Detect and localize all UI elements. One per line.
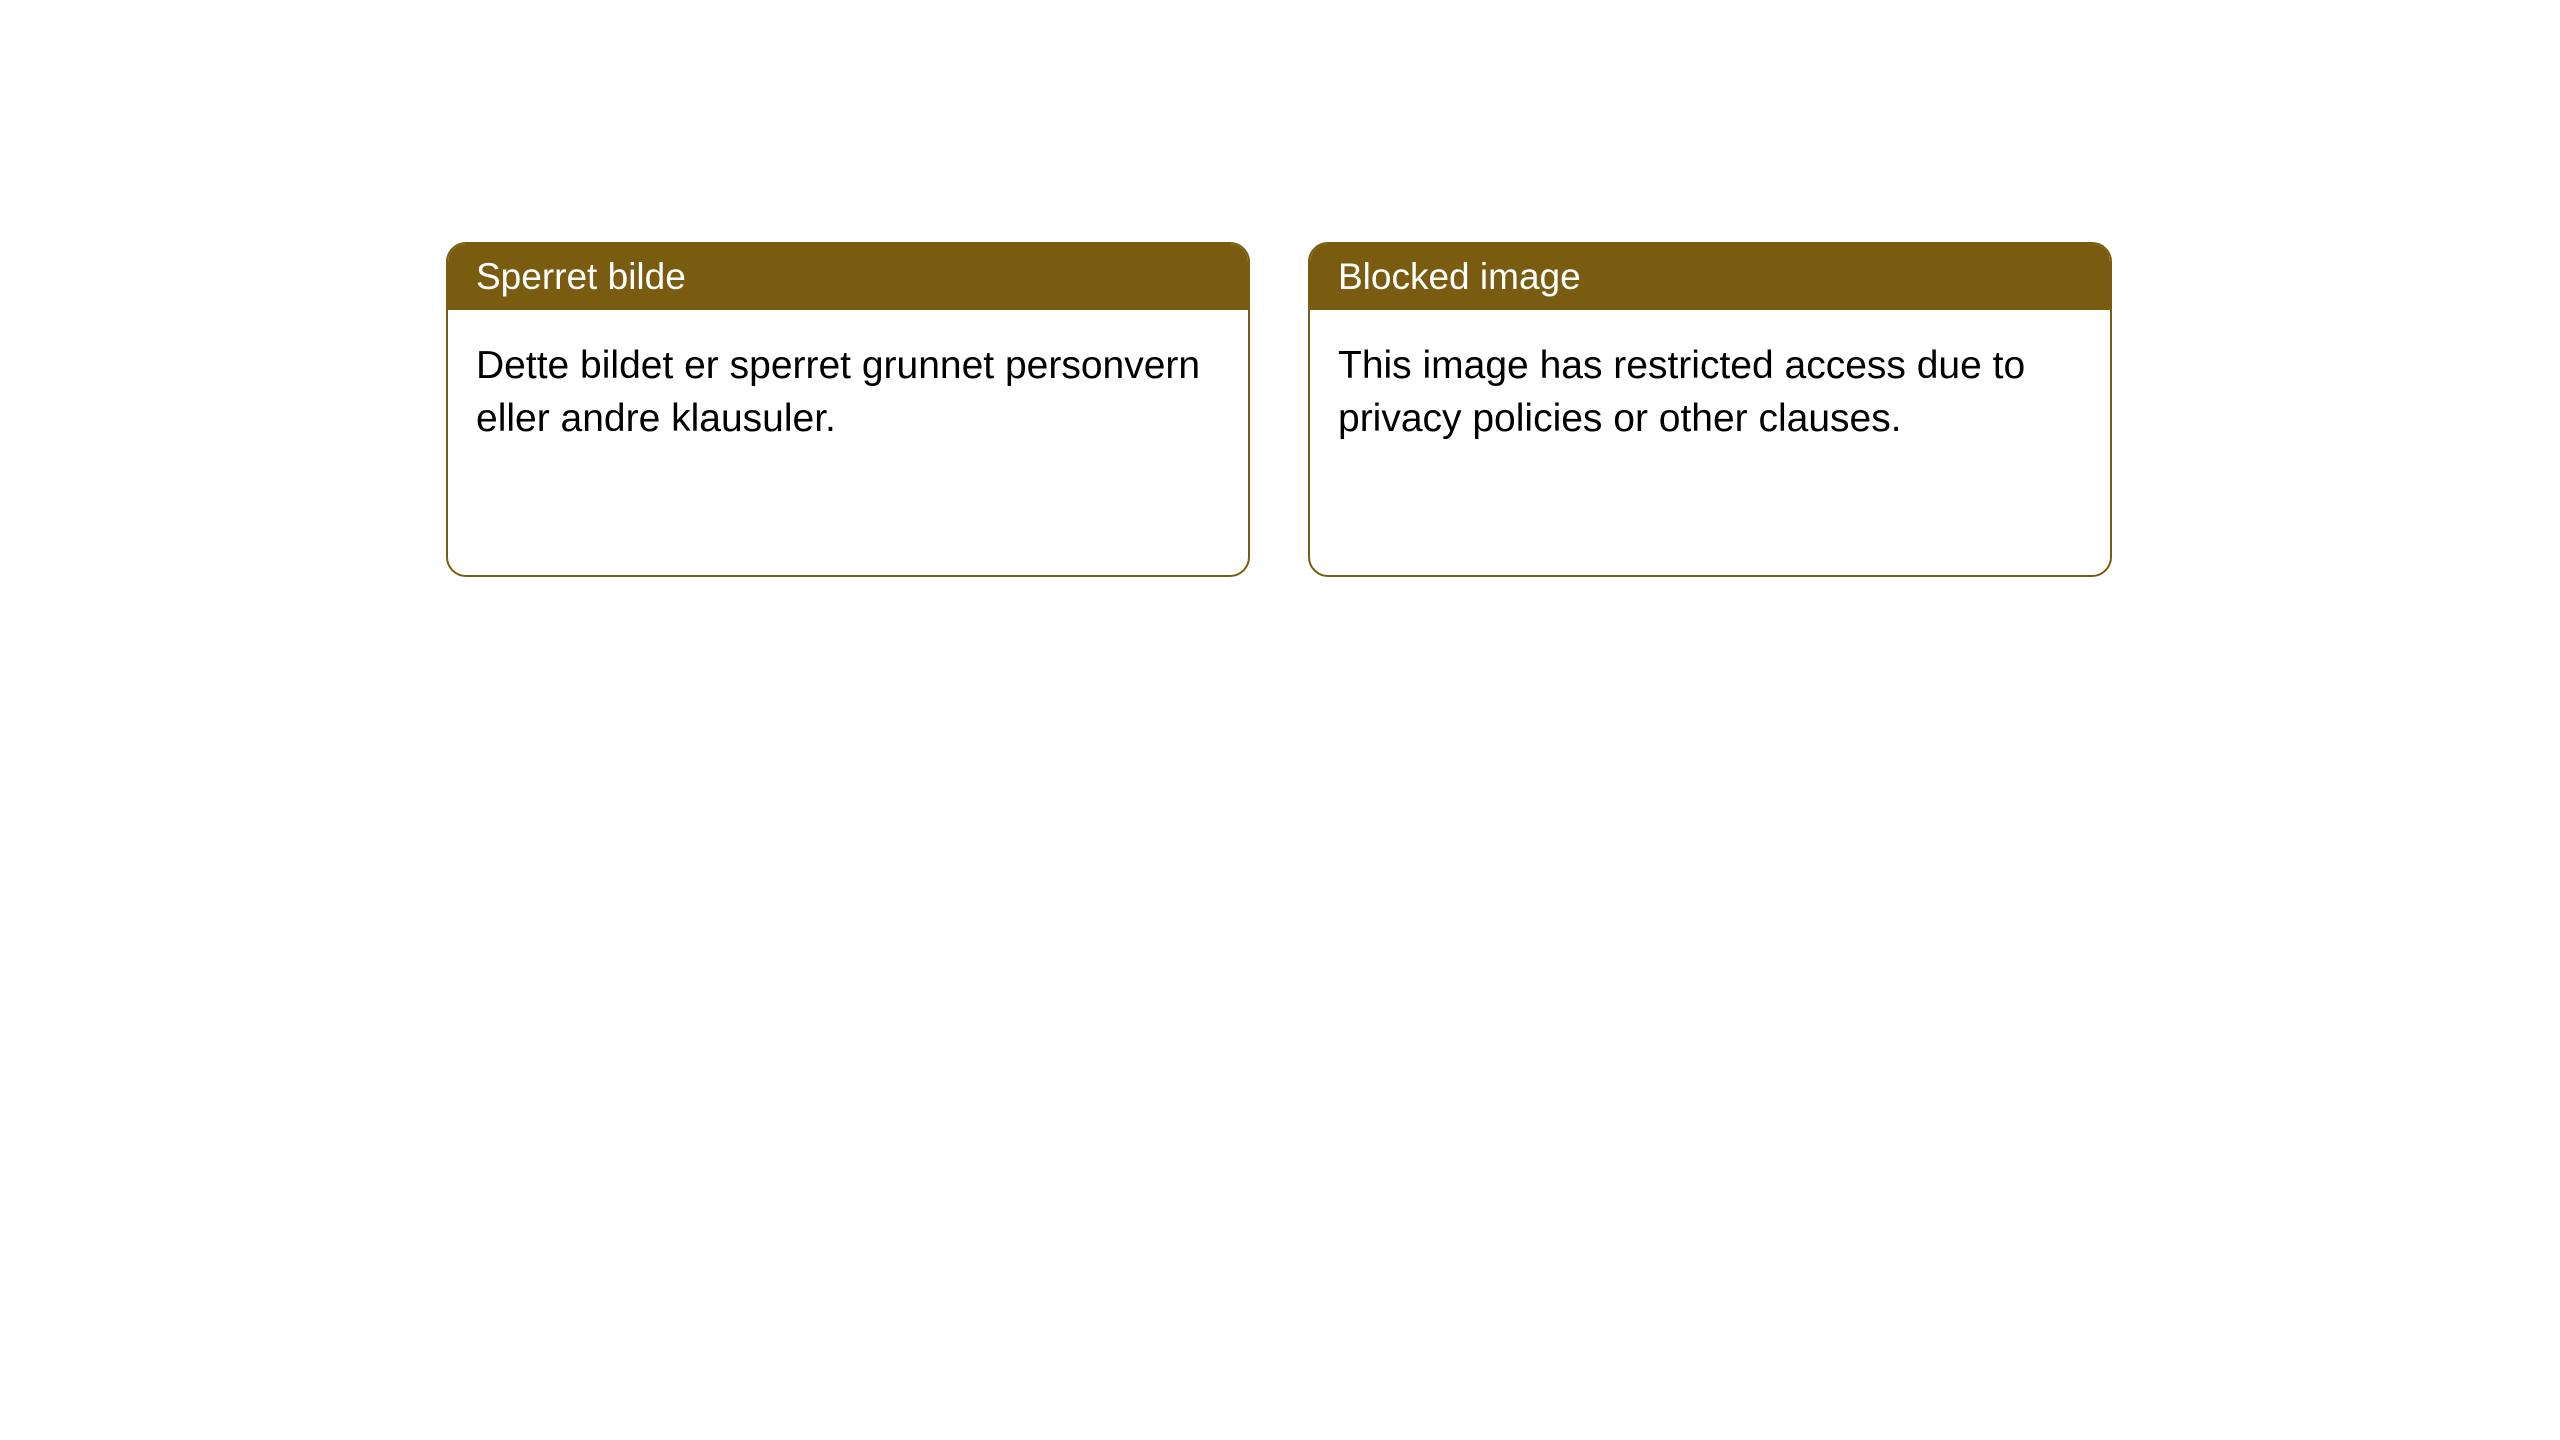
notice-cards-container: Sperret bilde Dette bildet er sperret gr… [446,242,2112,577]
card-body-english: This image has restricted access due to … [1310,310,2110,475]
card-body-text: Dette bildet er sperret grunnet personve… [476,344,1200,440]
notice-card-norwegian: Sperret bilde Dette bildet er sperret gr… [446,242,1250,577]
notice-card-english: Blocked image This image has restricted … [1308,242,2112,577]
card-title: Blocked image [1338,256,1581,297]
card-body-text: This image has restricted access due to … [1338,344,2025,440]
card-header-english: Blocked image [1310,244,2110,310]
card-title: Sperret bilde [476,256,686,297]
card-body-norwegian: Dette bildet er sperret grunnet personve… [448,310,1248,475]
card-header-norwegian: Sperret bilde [448,244,1248,310]
